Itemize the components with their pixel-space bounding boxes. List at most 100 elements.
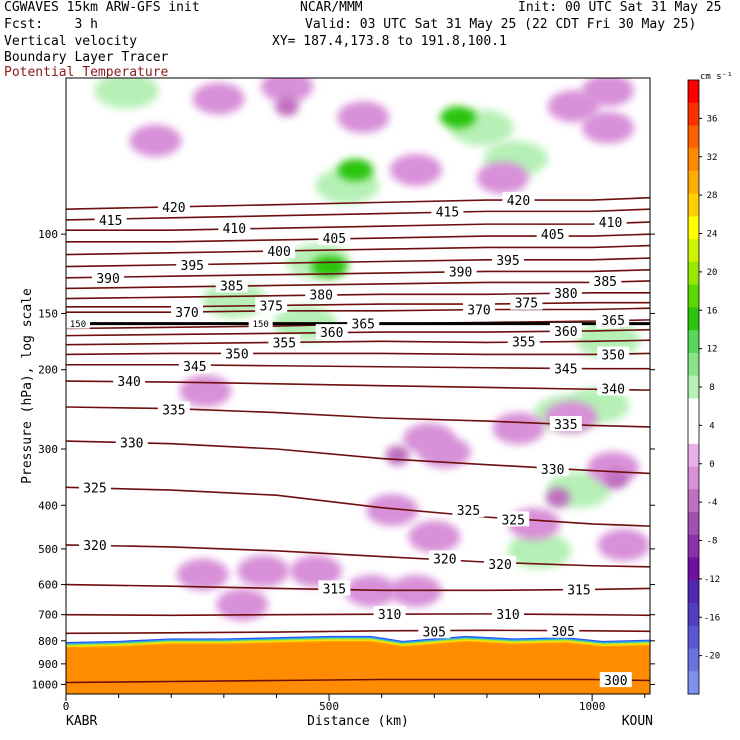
y-tick-label: 800 [38, 635, 58, 648]
tropopause-label-bg [66, 318, 90, 329]
theta-isoline [66, 629, 650, 635]
theta-label: 390 [96, 272, 119, 287]
colorbar-swatch [688, 512, 699, 536]
y-tick-label: 200 [38, 364, 58, 377]
theta-label: 375 [259, 299, 282, 314]
theta-isoline [66, 328, 650, 337]
field-potential-temperature: Potential Temperature [4, 65, 169, 80]
theta-label-bg [549, 360, 582, 376]
theta-label-bg [176, 256, 209, 272]
theta-label: 330 [541, 463, 564, 478]
colorbar-label: -4 [707, 498, 718, 508]
downdraft-area [345, 574, 398, 607]
theta-label: 310 [378, 608, 401, 623]
theta-isoline [66, 221, 650, 232]
colorbar-swatch [688, 648, 699, 672]
theta-label: 405 [323, 232, 346, 247]
colorbar-swatch [688, 466, 699, 490]
theta-isoline [66, 233, 650, 243]
theta-label: 345 [554, 363, 577, 378]
colorbar-label: 28 [707, 191, 718, 201]
colorbar-swatch [688, 125, 699, 149]
colorbar-units: cm s⁻¹ [700, 72, 733, 82]
theta-label-bg [315, 324, 348, 340]
theta-label-bg [549, 284, 582, 300]
strong-downdraft-area [385, 445, 410, 466]
y-tick-label: 150 [38, 307, 58, 320]
y-tick-label: 900 [38, 658, 58, 671]
theta-label: 410 [223, 222, 246, 237]
theta-label: 395 [181, 259, 204, 274]
theta-label: 370 [467, 304, 490, 319]
theta-label-bg [463, 301, 496, 317]
theta-isoline [66, 544, 650, 568]
theta-label-bg [78, 479, 111, 495]
theta-label-bg [594, 214, 627, 230]
field-boundary-layer-tracer: Boundary Layer Tracer [4, 50, 169, 65]
theta-label: 305 [423, 625, 446, 640]
tropopause-label-bg [248, 318, 273, 329]
colorbar-label: 8 [709, 383, 714, 393]
colorbar-swatch [688, 170, 699, 195]
colorbar-swatch [688, 398, 699, 422]
theta-label: 415 [436, 205, 459, 220]
theta-label-bg [305, 286, 338, 302]
theta-label: 320 [433, 552, 456, 567]
theta-label-bg [157, 401, 190, 417]
strong-updraft-area [337, 158, 374, 181]
downdraft-area [216, 588, 269, 621]
init-time: Init: 00 UTC Sat 31 May 25 [518, 0, 722, 15]
colorbar-label: 32 [707, 153, 718, 163]
colorbar-label: 20 [707, 268, 718, 278]
y-tick-label: 1000 [32, 678, 59, 691]
theta-label-bg [428, 550, 461, 566]
theta-label-bg [347, 315, 380, 331]
colorbar-label: -12 [704, 575, 720, 585]
theta-label-bg [268, 334, 301, 350]
theta-label: 325 [457, 504, 480, 519]
colorbar-swatch [688, 580, 699, 604]
colorbar: cm s⁻¹ 36 32 28 24 20 16 12 8 4 0 -4 -8 -12 -16 -20 [687, 72, 733, 695]
theta-label-bg [597, 380, 630, 396]
theta-label: 355 [512, 335, 535, 350]
theta-label: 380 [309, 288, 332, 303]
y-axis: 100 150 200 300 400 500 600 700 800 900 1000 [32, 228, 655, 691]
theta-label: 350 [225, 347, 248, 362]
downdraft-area [289, 555, 342, 588]
theta-label-bg [562, 581, 595, 597]
downdraft-area [337, 101, 390, 134]
theta-label-bg [491, 605, 524, 621]
theta-label: 320 [488, 558, 511, 573]
theta-labels: 420 420 415 415 410 410 405 405 400 395 395 390 390 3… [78, 192, 632, 689]
y-tick-label: 300 [38, 443, 58, 456]
x-tick-label: 500 [319, 700, 339, 713]
field-vertical-velocity: Vertical velocity [4, 34, 138, 49]
colorbar-label: 36 [707, 114, 718, 124]
tropopause-label: 150 [70, 320, 86, 330]
theta-label-bg [113, 373, 146, 389]
colorbar-swatch [688, 284, 699, 308]
theta-label: 365 [352, 318, 375, 333]
theta-label-bg [318, 580, 351, 596]
theta-label: 340 [117, 375, 140, 390]
tracer-layer [66, 642, 650, 694]
theta-label-bg [510, 294, 543, 310]
theta-label-bg [536, 226, 569, 242]
downdraft-area [129, 124, 182, 157]
strong-downdraft-area [545, 487, 570, 508]
updraft-area [94, 78, 159, 109]
theta-label-bg [452, 502, 485, 518]
y-tick-label: 400 [38, 499, 58, 512]
theta-label: 335 [162, 403, 185, 418]
theta-label-bg [92, 269, 125, 285]
theta-label-bg [491, 251, 524, 267]
x-tick-label: 0 [63, 700, 70, 713]
colorbar-swatch [688, 261, 699, 286]
colorbar-swatch [688, 102, 699, 126]
theta-label: 420 [162, 201, 185, 216]
downdraft-area [581, 78, 634, 107]
theta-isoline [66, 339, 650, 346]
theta-isoline [66, 257, 650, 268]
theta-label: 315 [567, 583, 590, 598]
colorbar-swatch [688, 193, 699, 217]
